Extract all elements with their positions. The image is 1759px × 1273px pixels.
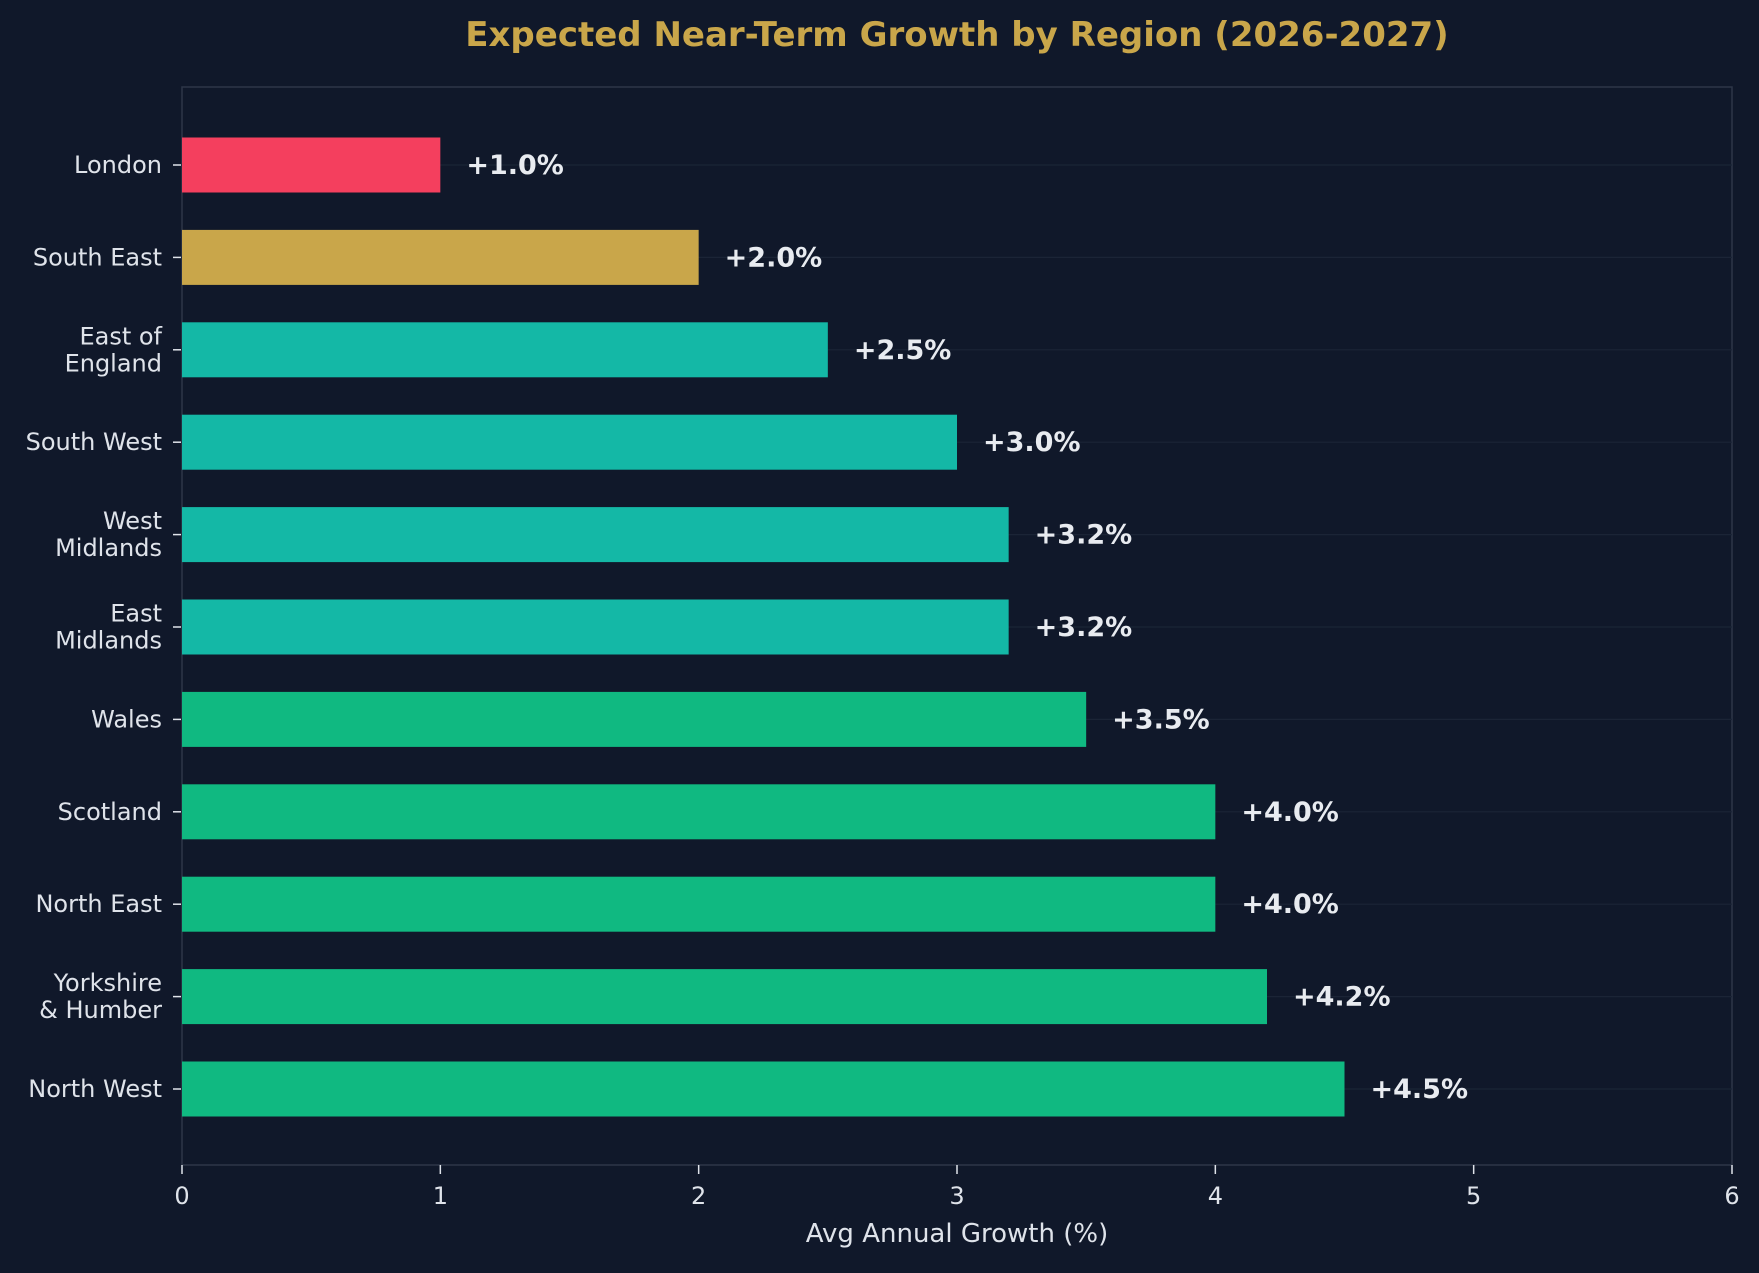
y-tick-label: West Midlands <box>55 507 162 562</box>
bar <box>182 969 1267 1025</box>
x-tick-label: 6 <box>1724 1182 1739 1210</box>
bar <box>182 1061 1345 1117</box>
bar <box>182 229 699 285</box>
bar <box>182 599 1009 655</box>
bar-value-label: +3.2% <box>1035 520 1133 551</box>
y-tick-label: South East <box>33 243 162 271</box>
data-labels: +1.0% +2.0% +2.5% +3.0% +3.2% +3.2% +3.5% +4.0%… <box>466 150 1468 1105</box>
x-tick-label: 2 <box>691 1182 706 1210</box>
bar-value-label: +3.0% <box>983 427 1081 458</box>
bar <box>182 137 441 193</box>
y-tick-label: North East <box>35 890 162 918</box>
bar <box>182 414 957 470</box>
y-tick-label: Scotland <box>58 798 162 826</box>
y-tick-label: East Midlands <box>55 600 162 655</box>
y-tick-label: North West <box>28 1075 162 1103</box>
x-axis-label: Avg Annual Growth (%) <box>806 1219 1108 1249</box>
y-tick-label: Yorkshire & Humber <box>39 969 162 1024</box>
chart-title: Expected Near-Term Growth by Region (202… <box>465 15 1448 55</box>
bar <box>182 876 1216 932</box>
bar-value-label: +3.2% <box>1035 612 1133 643</box>
bars <box>182 137 1345 1117</box>
bar-value-label: +2.0% <box>725 242 823 273</box>
x-tick-label: 1 <box>433 1182 448 1210</box>
x-axis-ticks: 0 1 2 3 4 5 6 <box>174 1165 1740 1210</box>
x-tick-label: 4 <box>1208 1182 1223 1210</box>
bar <box>182 784 1216 840</box>
bar-value-label: +1.0% <box>466 150 564 181</box>
bar-value-label: +4.0% <box>1241 889 1339 920</box>
x-tick-label: 5 <box>1466 1182 1481 1210</box>
bar-value-label: +4.0% <box>1241 797 1339 828</box>
bar-value-label: +4.2% <box>1293 982 1391 1013</box>
y-axis-ticks: London South East East of England South West… <box>26 151 181 1103</box>
bar <box>182 691 1087 747</box>
x-tick-label: 0 <box>174 1182 189 1210</box>
bar <box>182 507 1009 563</box>
y-tick-label: Wales <box>91 705 162 733</box>
y-tick-label: South West <box>26 428 162 456</box>
x-tick-label: 3 <box>949 1182 964 1210</box>
bar <box>182 322 828 378</box>
bar-value-label: +4.5% <box>1371 1074 1469 1105</box>
y-tick-label: East of England <box>65 322 163 377</box>
y-tick-label: London <box>74 151 162 179</box>
bar-value-label: +2.5% <box>854 335 952 366</box>
bar-value-label: +3.5% <box>1112 704 1210 735</box>
